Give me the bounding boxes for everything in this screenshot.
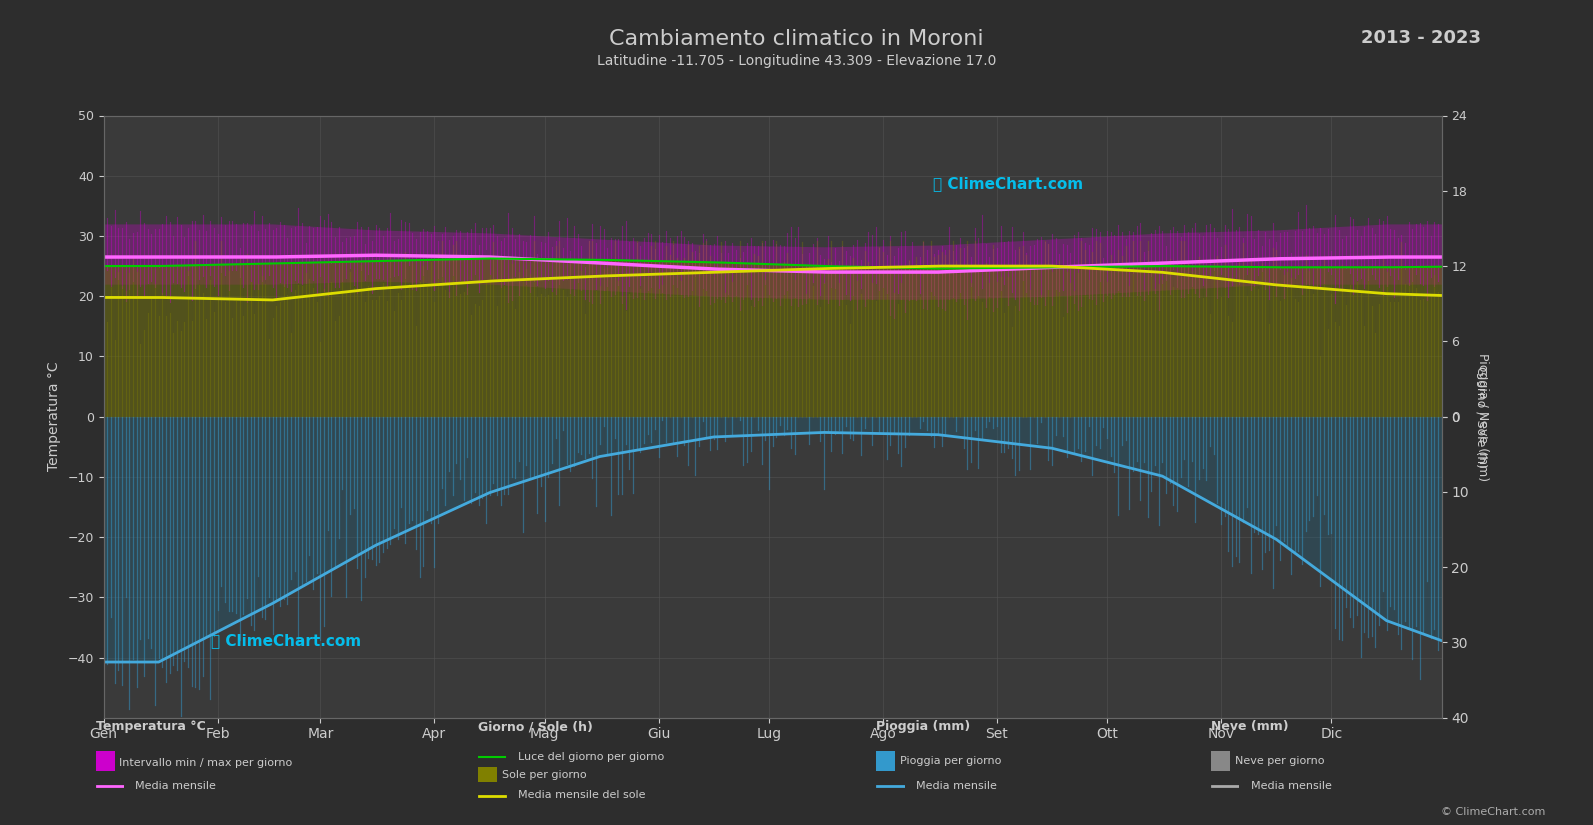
Text: Media mensile: Media mensile xyxy=(135,781,217,791)
Text: Temperatura °C: Temperatura °C xyxy=(96,720,205,733)
Text: Pioggia (mm): Pioggia (mm) xyxy=(876,720,970,733)
Text: Luce del giorno per giorno: Luce del giorno per giorno xyxy=(518,752,664,761)
Text: Cambiamento climatico in Moroni: Cambiamento climatico in Moroni xyxy=(609,29,984,49)
Y-axis label: Pioggia / Neve (mm): Pioggia / Neve (mm) xyxy=(1477,352,1489,481)
Text: 2013 - 2023: 2013 - 2023 xyxy=(1362,29,1481,47)
Text: Media mensile: Media mensile xyxy=(916,781,997,791)
Text: © ClimeChart.com: © ClimeChart.com xyxy=(1440,807,1545,817)
Text: Giorno / Sole (h): Giorno / Sole (h) xyxy=(478,720,593,733)
Text: Intervallo min / max per giorno: Intervallo min / max per giorno xyxy=(119,758,293,768)
Text: 🌍 ClimeChart.com: 🌍 ClimeChart.com xyxy=(210,634,360,648)
Text: Neve (mm): Neve (mm) xyxy=(1211,720,1289,733)
Text: Media mensile del sole: Media mensile del sole xyxy=(518,790,645,800)
Text: Neve per giorno: Neve per giorno xyxy=(1235,757,1324,766)
Text: 🌍 ClimeChart.com: 🌍 ClimeChart.com xyxy=(933,176,1083,191)
Text: Pioggia per giorno: Pioggia per giorno xyxy=(900,757,1002,766)
Y-axis label: Giorno / Sole (h): Giorno / Sole (h) xyxy=(1474,365,1488,468)
Text: Latitudine -11.705 - Longitudine 43.309 - Elevazione 17.0: Latitudine -11.705 - Longitudine 43.309 … xyxy=(597,54,996,68)
Text: Sole per giorno: Sole per giorno xyxy=(502,770,586,780)
Y-axis label: Temperatura °C: Temperatura °C xyxy=(46,362,61,471)
Text: Media mensile: Media mensile xyxy=(1251,781,1332,791)
